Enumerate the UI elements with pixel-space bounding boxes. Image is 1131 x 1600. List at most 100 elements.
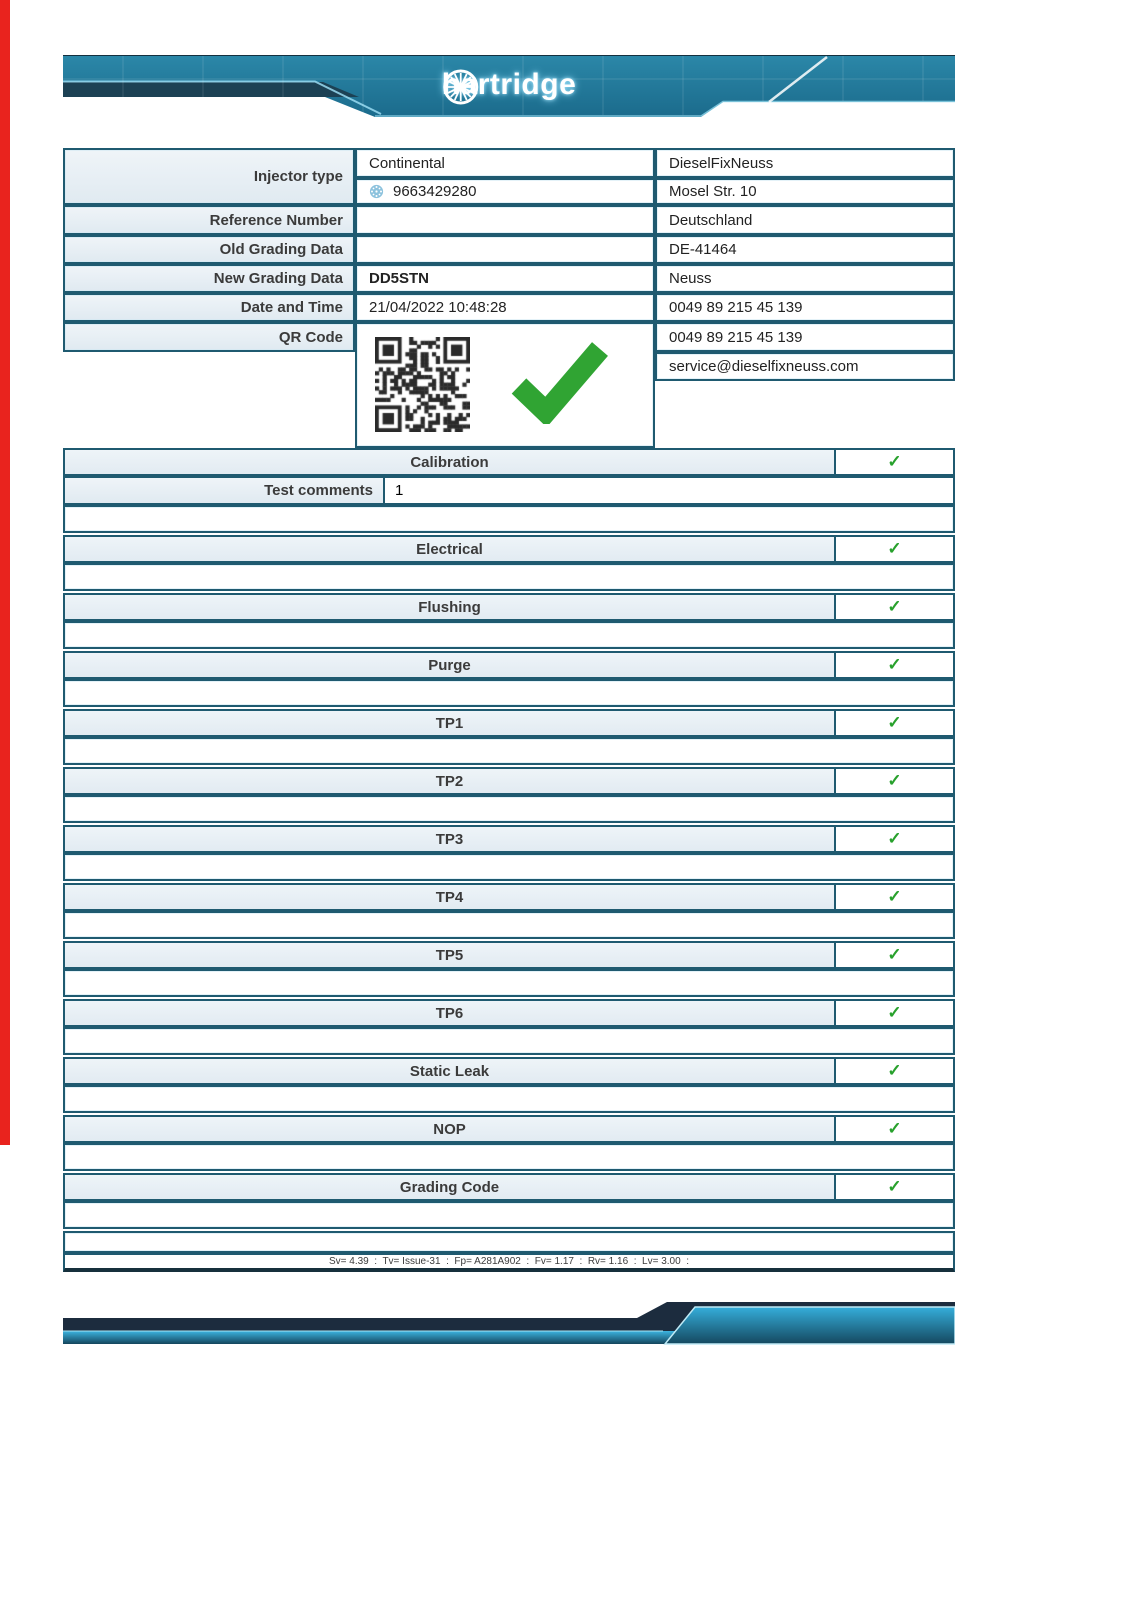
spacer-row xyxy=(63,1231,955,1253)
test-section: Purge ✓ xyxy=(63,651,955,707)
header-banner: hartridge xyxy=(63,55,955,125)
qr-code-image xyxy=(375,337,470,432)
workshop-name: DieselFixNeuss xyxy=(655,148,955,178)
section-row: Flushing ✓ xyxy=(63,593,955,621)
calibration-row: Calibration ✓ xyxy=(63,448,955,476)
pass-check-icon: ✓ xyxy=(836,1059,953,1083)
section-list: Electrical ✓ Flushing ✓ Purge ✓ TP1 ✓ TP2 ✓ TP3 ✓ TP… xyxy=(63,535,955,1229)
workshop-street: Mosel Str. 10 xyxy=(655,178,955,205)
part-number-cell: 9663429280 xyxy=(355,178,655,205)
section-row: Static Leak ✓ xyxy=(63,1057,955,1085)
workshop-email: service@dieselfixneuss.com xyxy=(655,352,955,381)
test-section: Grading Code ✓ xyxy=(63,1173,955,1229)
section-row: Grading Code ✓ xyxy=(63,1173,955,1201)
qr-result-cell xyxy=(355,322,655,448)
version-info-row: Sv= 4.39 : Tv= Issue-31 : Fp= A281A902 :… xyxy=(63,1253,955,1272)
spacer-row xyxy=(63,621,955,649)
qr-pass-check-icon xyxy=(511,342,608,424)
qr-code-label: QR Code xyxy=(63,322,355,352)
spacer-row xyxy=(63,737,955,765)
section-label: NOP xyxy=(65,1117,836,1141)
spacer-row xyxy=(63,1085,955,1113)
section-row: TP2 ✓ xyxy=(63,767,955,795)
section-label: TP1 xyxy=(65,711,836,735)
footer-banner xyxy=(63,1298,956,1346)
pass-check-icon: ✓ xyxy=(836,1117,953,1141)
pass-check-icon: ✓ xyxy=(836,711,953,735)
old-grading-value xyxy=(355,235,655,264)
test-section: TP1 ✓ xyxy=(63,709,955,765)
workshop-country: Deutschland xyxy=(655,205,955,235)
section-label: Grading Code xyxy=(65,1175,836,1199)
pass-check-icon: ✓ xyxy=(836,450,953,474)
pass-check-icon: ✓ xyxy=(836,1001,953,1025)
section-row: TP6 ✓ xyxy=(63,999,955,1027)
injector-type-label: Injector type xyxy=(63,148,355,205)
test-section: Flushing ✓ xyxy=(63,593,955,649)
spacer-row xyxy=(63,505,955,533)
pass-check-icon: ✓ xyxy=(836,827,953,851)
section-row: Purge ✓ xyxy=(63,651,955,679)
brand-logo: hartridge xyxy=(442,68,577,105)
spacer-row xyxy=(63,795,955,823)
pass-check-icon: ✓ xyxy=(836,595,953,619)
calibration-block: Calibration ✓ Test comments 1 xyxy=(63,448,955,533)
new-grading-value: DD5STN xyxy=(355,264,655,293)
spacer-row xyxy=(63,1027,955,1055)
new-grading-label: New Grading Data xyxy=(63,264,355,293)
section-label: TP2 xyxy=(65,769,836,793)
spacer-row xyxy=(63,1143,955,1171)
reference-number-label: Reference Number xyxy=(63,205,355,235)
hartridge-wheel-icon xyxy=(443,69,479,105)
date-time-value: 21/04/2022 10:48:28 xyxy=(355,293,655,322)
workshop-city: Neuss xyxy=(655,264,955,293)
workshop-postal-code: DE-41464 xyxy=(655,235,955,264)
pass-check-icon: ✓ xyxy=(836,769,953,793)
section-row: TP3 ✓ xyxy=(63,825,955,853)
spacer-row xyxy=(63,1201,955,1229)
section-row: TP4 ✓ xyxy=(63,883,955,911)
pass-check-icon: ✓ xyxy=(836,943,953,967)
test-sections: Calibration ✓ Test comments 1 Electrical… xyxy=(63,448,955,1272)
test-comments-label: Test comments xyxy=(65,478,385,503)
section-label: Purge xyxy=(65,653,836,677)
test-comments-value: 1 xyxy=(385,478,953,503)
test-section: TP6 ✓ xyxy=(63,999,955,1055)
spacer-row xyxy=(63,911,955,939)
test-comments-row: Test comments 1 xyxy=(63,476,955,505)
section-label: Electrical xyxy=(65,537,836,561)
section-label: Calibration xyxy=(65,450,836,474)
test-section: Electrical ✓ xyxy=(63,535,955,591)
section-label: Flushing xyxy=(65,595,836,619)
workshop-phone2: 0049 89 215 45 139 xyxy=(655,322,955,352)
section-label: TP4 xyxy=(65,885,836,909)
section-label: TP5 xyxy=(65,943,836,967)
banner-graphic xyxy=(63,55,955,117)
pass-check-icon: ✓ xyxy=(836,1175,953,1199)
spacer-row xyxy=(63,853,955,881)
pass-check-icon: ✓ xyxy=(836,885,953,909)
section-row: NOP ✓ xyxy=(63,1115,955,1143)
section-row: TP5 ✓ xyxy=(63,941,955,969)
section-label: TP6 xyxy=(65,1001,836,1025)
spacer-row xyxy=(63,563,955,591)
test-section: Static Leak ✓ xyxy=(63,1057,955,1113)
left-red-bar xyxy=(0,0,10,1145)
part-number-wheel-icon xyxy=(369,184,384,199)
test-section: TP5 ✓ xyxy=(63,941,955,997)
injector-make-value: Continental xyxy=(355,148,655,178)
section-label: Static Leak xyxy=(65,1059,836,1083)
workshop-phone1: 0049 89 215 45 139 xyxy=(655,293,955,322)
pass-check-icon: ✓ xyxy=(836,537,953,561)
spacer-row xyxy=(63,969,955,997)
injector-info-table: Injector type Reference Number Old Gradi… xyxy=(63,148,955,448)
section-row: TP1 ✓ xyxy=(63,709,955,737)
spacer-row xyxy=(63,679,955,707)
test-section: TP4 ✓ xyxy=(63,883,955,939)
test-section: TP3 ✓ xyxy=(63,825,955,881)
reference-number-value xyxy=(355,205,655,235)
old-grading-label: Old Grading Data xyxy=(63,235,355,264)
test-section: TP2 ✓ xyxy=(63,767,955,823)
date-time-label: Date and Time xyxy=(63,293,355,322)
